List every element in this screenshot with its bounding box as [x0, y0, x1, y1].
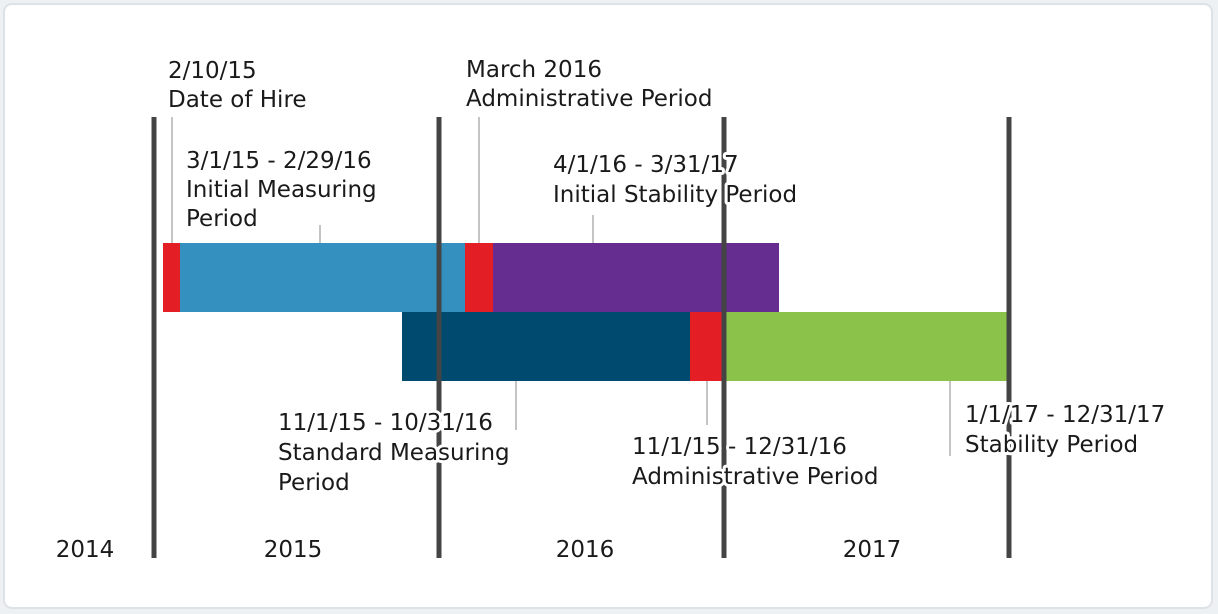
label: 3/1/15 - 2/29/16: [186, 148, 372, 174]
label: Administrative Period: [632, 464, 878, 490]
label: 2/10/15: [168, 58, 257, 84]
label: Date of Hire: [168, 87, 307, 113]
bar-initial-stability: [493, 243, 779, 312]
bar-admin: [465, 243, 493, 312]
label: Initial Stability Period: [553, 182, 797, 208]
label: 1/1/17 - 12/31/17: [965, 402, 1165, 428]
leader-lines: [171, 117, 951, 456]
label: Period: [278, 470, 350, 496]
year-dividers: [151, 117, 1012, 558]
label: Standard Measuring: [278, 440, 510, 466]
label: Administrative Period: [466, 86, 712, 112]
label: Period: [186, 206, 258, 232]
label: 11/1/15 - 10/31/16: [278, 410, 493, 436]
bar-stability: [724, 312, 1009, 381]
year-label: 2017: [843, 537, 902, 563]
label: 4/1/16 - 3/31/17: [553, 152, 739, 178]
label: Initial Measuring: [186, 177, 377, 203]
bar-hire: [163, 243, 180, 312]
bars: [163, 243, 1009, 381]
bar-standard-measuring: [402, 312, 690, 381]
labels: 2/10/15 Date of Hire 3/1/15 - 2/29/16 In…: [165, 54, 1168, 499]
label: Stability Period: [965, 432, 1138, 458]
label: 11/1/15 - 12/31/16: [632, 434, 847, 460]
label: March 2016: [466, 57, 602, 83]
bar-initial-measuring: [180, 243, 465, 312]
bar-admin: [690, 312, 724, 381]
year-label: 2014: [56, 537, 115, 563]
year-label: 2015: [264, 537, 323, 563]
year-label: 2016: [556, 537, 615, 563]
year-labels: 2014 2015 2016 2017: [53, 534, 905, 566]
